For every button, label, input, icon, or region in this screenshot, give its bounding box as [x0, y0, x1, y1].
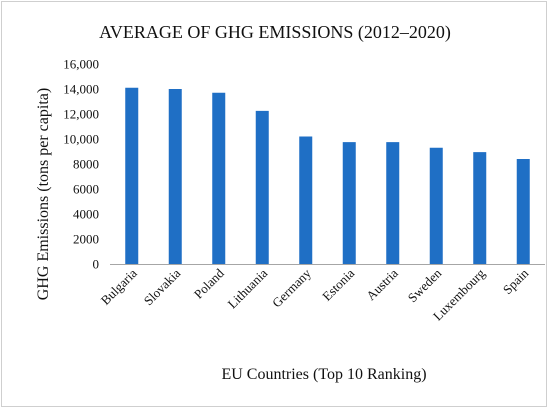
bar: [473, 152, 487, 264]
chart-title: AVERAGE OF GHG EMISSIONS (2012–2020): [99, 22, 451, 43]
bar: [342, 142, 356, 264]
x-tick-label: Slovakia: [141, 265, 184, 308]
y-tick-label: 2000: [73, 232, 99, 247]
y-tick-label: 14,000: [63, 82, 99, 97]
bar: [125, 87, 139, 264]
y-tick-label: 4000: [73, 207, 99, 222]
x-tick-label: Poland: [191, 265, 227, 301]
x-tick-label: Bulgaria: [98, 265, 140, 307]
bars: [125, 87, 530, 264]
y-axis-ticks: 0 2000 4000 6000 8000 10,000 12,000 14,000 16,00…: [63, 57, 99, 272]
bar: [429, 147, 443, 264]
x-axis-label: EU Countries (Top 10 Ranking): [221, 366, 426, 383]
y-tick-label: 8000: [73, 157, 99, 172]
x-tick-label: Spain: [500, 265, 532, 297]
x-tick-label: Germany: [269, 265, 314, 310]
bar: [386, 142, 400, 264]
y-tick-label: 0: [93, 257, 100, 272]
y-axis-label: GHG Emissions (tons per capita): [35, 88, 52, 300]
bar: [212, 92, 226, 264]
y-tick-label: 6000: [73, 182, 99, 197]
x-tick-label: Lithuania: [225, 265, 271, 311]
bar: [299, 136, 313, 264]
bar: [168, 89, 182, 264]
y-tick-label: 12,000: [63, 107, 99, 122]
y-tick-label: 16,000: [63, 57, 99, 72]
y-tick-label: 10,000: [63, 132, 99, 147]
x-tick-label: Estonia: [319, 265, 357, 303]
x-tick-label: Austria: [363, 265, 401, 303]
x-tick-label: Sweden: [405, 265, 445, 305]
bar: [516, 159, 530, 264]
bar: [255, 110, 269, 264]
